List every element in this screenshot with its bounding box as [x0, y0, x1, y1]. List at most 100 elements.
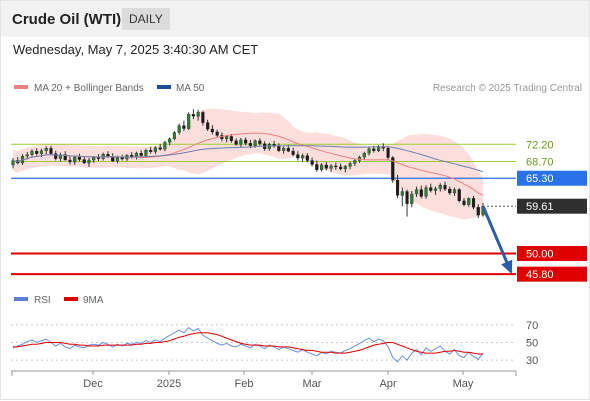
timeframe-badge[interactable]: DAILY: [122, 8, 170, 30]
candle: [424, 185, 428, 199]
candle-body: [405, 191, 409, 204]
candle: [386, 145, 390, 161]
candle-body: [35, 151, 39, 154]
candle-body: [277, 146, 281, 151]
candle-body: [315, 164, 319, 171]
candle-body: [305, 155, 309, 161]
candle: [405, 189, 409, 217]
header-bar: [1, 1, 589, 37]
time-axis-label: Dec: [83, 378, 103, 390]
candle-body: [163, 142, 167, 150]
candle-body: [191, 114, 195, 117]
candle-body: [443, 184, 447, 190]
candle-body: [372, 148, 376, 151]
candle-body: [77, 156, 82, 160]
candle-body: [73, 156, 77, 163]
candle-body: [206, 122, 210, 130]
legend-label-9ma: 9MA: [83, 295, 104, 306]
level-tag-support: [517, 245, 587, 261]
candle: [187, 112, 191, 131]
candle: [457, 188, 461, 203]
candle-body: [395, 180, 400, 196]
candle: [343, 164, 347, 173]
candle: [177, 123, 181, 135]
level-label-resistance: 68.70: [526, 157, 554, 169]
candle-body: [225, 136, 229, 140]
time-axis-label: 2025: [157, 378, 181, 390]
legend-swatch-rsi: [14, 297, 28, 301]
candle-body: [82, 159, 86, 164]
candle-body: [244, 139, 248, 144]
candle: [305, 153, 309, 163]
candle: [391, 156, 395, 183]
candle-body: [239, 139, 243, 145]
candle-body: [68, 159, 72, 163]
candle: [367, 147, 371, 156]
candle-body: [433, 188, 438, 191]
candle-body: [49, 148, 53, 154]
candle-body: [386, 148, 390, 158]
candle-body: [457, 189, 461, 202]
watermark: Research © 2025 Trading Central: [433, 83, 582, 94]
time-axis-label: Apr: [379, 378, 396, 390]
candle-body: [39, 150, 44, 154]
candle-body: [462, 200, 466, 205]
time-axis-label: Mar: [303, 378, 322, 390]
candle: [30, 149, 34, 158]
instrument-title: Crude Oil (WTI): [12, 11, 122, 28]
candle-body: [362, 152, 366, 158]
candle: [206, 119, 210, 132]
candle-body: [153, 147, 157, 152]
candle: [429, 183, 433, 193]
candle-body: [229, 136, 233, 141]
level-tag-pivot: [517, 170, 587, 186]
candle: [362, 151, 366, 160]
rsi-panel: RSI 9MA 70 50 30: [11, 295, 538, 367]
legend-label-ma20: MA 20 + Bollinger Bands: [34, 83, 144, 94]
candle-body: [54, 153, 58, 159]
candle: [149, 146, 153, 154]
candle-body: [438, 184, 442, 189]
candle-body: [248, 143, 252, 146]
candle-body: [25, 154, 29, 157]
candle: [73, 155, 77, 165]
candle: [163, 140, 167, 152]
candle-body: [158, 147, 162, 150]
candle: [329, 163, 333, 172]
legend-label-rsi: RSI: [34, 295, 51, 306]
candle: [296, 151, 300, 161]
rsi-tick-label: 70: [526, 320, 538, 332]
level-label-last-price: 59.61: [526, 201, 554, 213]
candle: [215, 129, 219, 138]
candle: [291, 147, 295, 157]
candle: [334, 162, 338, 170]
candle: [182, 120, 186, 132]
candle-body: [391, 157, 395, 181]
candle: [49, 145, 53, 156]
candle: [310, 157, 314, 167]
candle-body: [301, 155, 305, 159]
candle-body: [291, 151, 295, 155]
candle-body: [476, 207, 480, 216]
candle-body: [410, 193, 414, 204]
legend-swatch-9ma: [64, 297, 78, 301]
candle: [419, 185, 423, 199]
candle-body: [452, 189, 457, 194]
candle-body: [376, 147, 381, 151]
rsi-tick-label: 50: [526, 338, 538, 350]
candle-body: [414, 189, 419, 195]
candle-body: [144, 150, 148, 156]
candle-body: [282, 148, 286, 151]
candle-body: [381, 147, 385, 149]
candle: [438, 183, 442, 192]
forecast-arrow-head: [501, 259, 513, 274]
candle-body: [172, 132, 176, 140]
level-tag-support: [517, 266, 587, 282]
candle-body: [324, 164, 328, 169]
candle-body: [210, 128, 214, 133]
candle-body: [400, 191, 404, 196]
forecast-arrow-shaft: [481, 205, 513, 273]
candle-body: [339, 166, 343, 170]
candle: [153, 146, 157, 155]
